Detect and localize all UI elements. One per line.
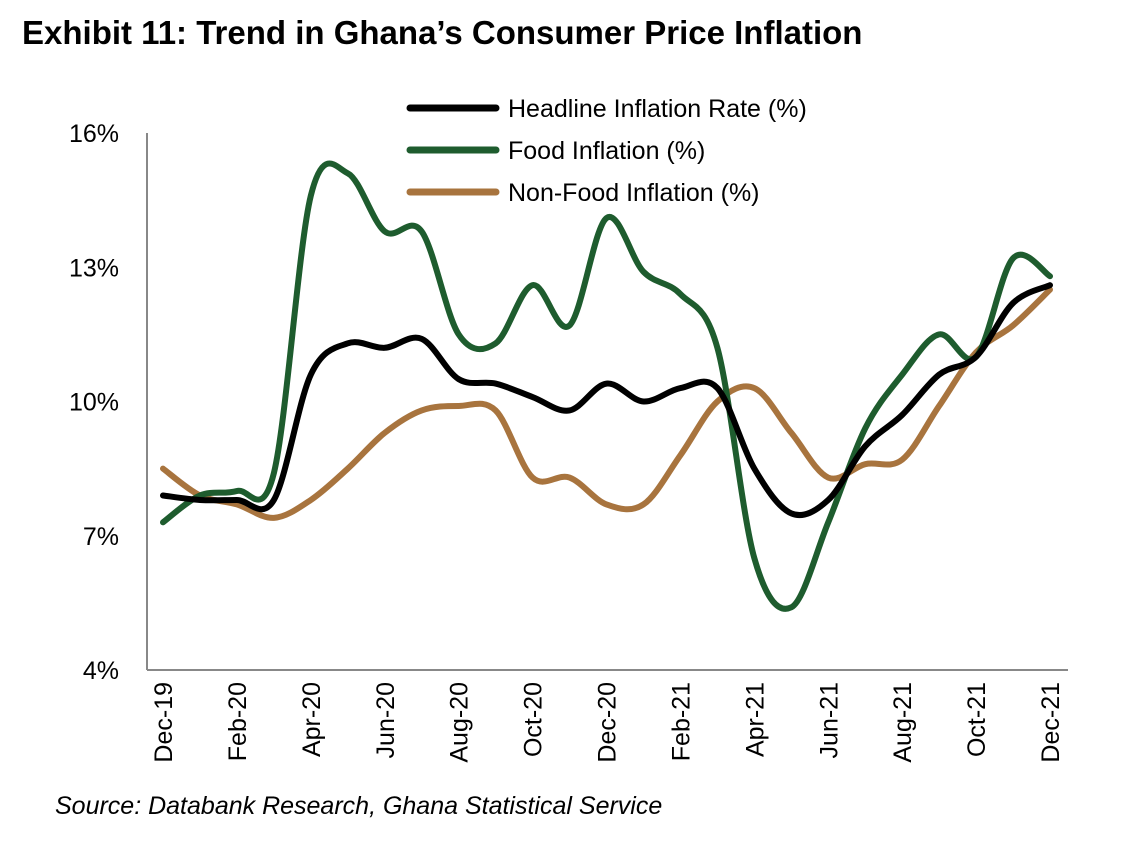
- x-tick-label: Apr-20: [298, 682, 326, 757]
- x-tick-label: Jun-21: [815, 682, 843, 758]
- x-tick-label: Feb-20: [224, 682, 252, 761]
- x-tick-label: Jun-20: [372, 682, 400, 758]
- series-lines: [160, 160, 1053, 612]
- axes: 4% 7% 10% 13% 16% Dec-19 Feb-20 Apr-20 Jun-20 Aug…: [69, 120, 1068, 763]
- legend-label: Headline Inflation Rate (%): [508, 95, 807, 123]
- x-tick-label: Feb-21: [667, 682, 695, 761]
- x-tick-label: Aug-21: [889, 682, 917, 763]
- y-tick-label: 10%: [69, 389, 119, 417]
- x-tick-label: Dec-19: [150, 682, 178, 763]
- chart-title: Exhibit 11: Trend in Ghana’s Consumer Pr…: [22, 14, 863, 51]
- x-tick-label: Dec-20: [594, 682, 622, 763]
- x-tick-label: Oct-20: [520, 682, 548, 757]
- legend-label: Food Inflation (%): [508, 137, 705, 165]
- x-tick-label: Apr-21: [741, 682, 769, 757]
- y-tick-label: 16%: [69, 120, 119, 148]
- x-tick-label: Oct-21: [963, 682, 991, 757]
- x-tick-label: Dec-21: [1037, 682, 1065, 763]
- legend: Headline Inflation Rate (%) Food Inflatio…: [406, 95, 807, 207]
- y-tick-label: 4%: [83, 657, 119, 685]
- x-tick-label: Aug-20: [446, 682, 474, 763]
- source-note: Source: Databank Research, Ghana Statist…: [55, 792, 663, 820]
- series-line-non-food-inflation: [160, 286, 1053, 521]
- legend-label: Non-Food Inflation (%): [508, 179, 760, 207]
- y-tick-label: 13%: [69, 254, 119, 282]
- y-tick-label: 7%: [83, 523, 119, 551]
- series-line-food-inflation: [160, 160, 1053, 612]
